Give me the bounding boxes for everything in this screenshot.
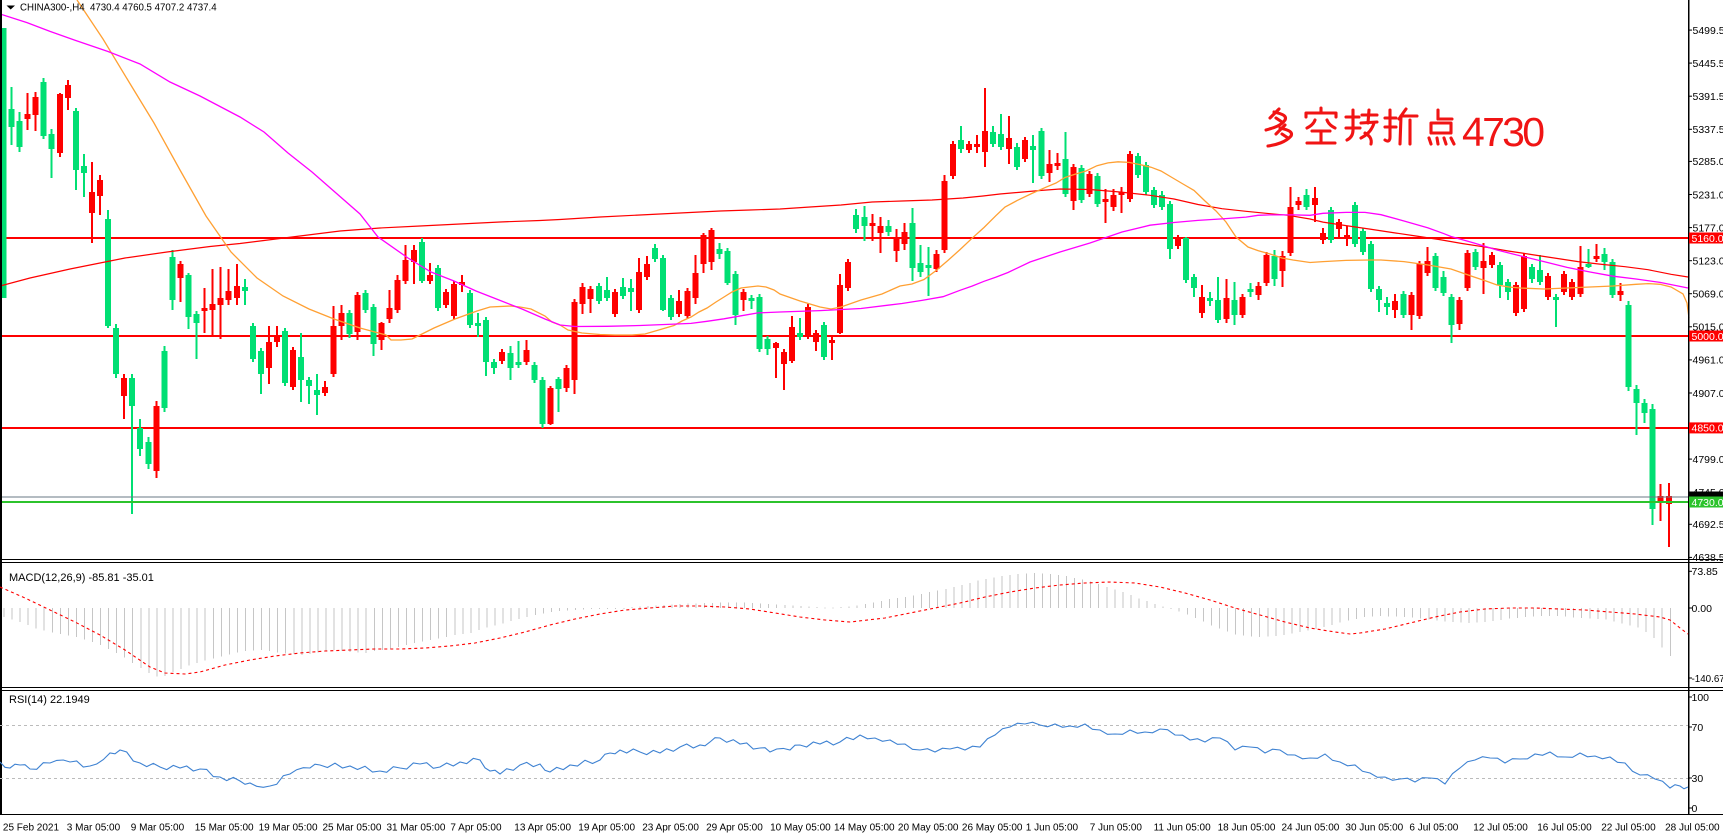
svg-text:28 Jul 05:00: 28 Jul 05:00 xyxy=(1665,823,1720,834)
svg-text:RSI(14) 22.1949: RSI(14) 22.1949 xyxy=(9,694,90,706)
svg-text:1 Jun 05:00: 1 Jun 05:00 xyxy=(1026,823,1079,834)
svg-text:18 Jun 05:00: 18 Jun 05:00 xyxy=(1218,823,1276,834)
svg-text:4692.5: 4692.5 xyxy=(1693,519,1723,531)
svg-text:5337.5: 5337.5 xyxy=(1693,124,1723,136)
svg-text:25 Feb 2021: 25 Feb 2021 xyxy=(3,823,60,834)
svg-text:7 Jun 05:00: 7 Jun 05:00 xyxy=(1090,823,1143,834)
svg-text:6 Jul 05:00: 6 Jul 05:00 xyxy=(1409,823,1458,834)
svg-text:12 Jul 05:00: 12 Jul 05:00 xyxy=(1473,823,1528,834)
svg-text:16 Jul 05:00: 16 Jul 05:00 xyxy=(1537,823,1592,834)
svg-text:31 Mar 05:00: 31 Mar 05:00 xyxy=(387,823,446,834)
svg-text:14 May 05:00: 14 May 05:00 xyxy=(834,823,895,834)
svg-text:0.00: 0.00 xyxy=(1692,603,1713,615)
svg-text:5177.0: 5177.0 xyxy=(1693,222,1723,234)
svg-text:5000.0: 5000.0 xyxy=(1692,331,1723,343)
svg-text:5231.0: 5231.0 xyxy=(1693,189,1723,201)
svg-text:5499.5: 5499.5 xyxy=(1693,25,1723,37)
svg-text:4907.0: 4907.0 xyxy=(1693,388,1723,400)
svg-text:7 Apr 05:00: 7 Apr 05:00 xyxy=(450,823,502,834)
svg-text:19 Mar 05:00: 19 Mar 05:00 xyxy=(259,823,318,834)
svg-text:100: 100 xyxy=(1692,692,1710,704)
svg-text:19 Apr 05:00: 19 Apr 05:00 xyxy=(578,823,635,834)
svg-text:4730: 4730 xyxy=(1462,109,1544,155)
svg-text:23 Apr 05:00: 23 Apr 05:00 xyxy=(642,823,699,834)
svg-text:MACD(12,26,9) -85.81 -35.01: MACD(12,26,9) -85.81 -35.01 xyxy=(9,572,154,584)
svg-text:9 Mar 05:00: 9 Mar 05:00 xyxy=(131,823,185,834)
svg-text:26 May 05:00: 26 May 05:00 xyxy=(962,823,1023,834)
svg-text:CHINA300-,H4 4730.4 4760.5 47: CHINA300-,H4 4730.4 4760.5 4707.2 4737.4 xyxy=(20,3,217,14)
svg-text:-140.67: -140.67 xyxy=(1692,674,1723,685)
svg-text:5123.0: 5123.0 xyxy=(1693,256,1723,268)
svg-text:4799.0: 4799.0 xyxy=(1693,454,1723,466)
svg-text:25 Mar 05:00: 25 Mar 05:00 xyxy=(323,823,382,834)
svg-text:22 Jul 05:00: 22 Jul 05:00 xyxy=(1601,823,1656,834)
svg-text:0: 0 xyxy=(1692,803,1698,815)
svg-text:30 Jun 05:00: 30 Jun 05:00 xyxy=(1345,823,1403,834)
svg-text:4850.0: 4850.0 xyxy=(1692,423,1723,435)
svg-text:5160.0: 5160.0 xyxy=(1692,233,1723,245)
svg-text:30: 30 xyxy=(1692,773,1704,785)
svg-text:13 Apr 05:00: 13 Apr 05:00 xyxy=(514,823,571,834)
svg-text:70: 70 xyxy=(1692,722,1704,734)
svg-text:5069.0: 5069.0 xyxy=(1693,289,1723,301)
svg-text:73.85: 73.85 xyxy=(1692,566,1718,578)
svg-text:24 Jun 05:00: 24 Jun 05:00 xyxy=(1282,823,1340,834)
svg-text:15 Mar 05:00: 15 Mar 05:00 xyxy=(195,823,254,834)
svg-text:5285.0: 5285.0 xyxy=(1693,156,1723,168)
svg-text:4638.5: 4638.5 xyxy=(1693,552,1723,564)
svg-text:4730.0: 4730.0 xyxy=(1692,497,1723,509)
svg-text:11 Jun 05:00: 11 Jun 05:00 xyxy=(1154,823,1212,834)
svg-text:5391.5: 5391.5 xyxy=(1693,91,1723,103)
svg-text:10 May 05:00: 10 May 05:00 xyxy=(770,823,831,834)
svg-text:5445.5: 5445.5 xyxy=(1693,58,1723,70)
svg-text:29 Apr 05:00: 29 Apr 05:00 xyxy=(706,823,763,834)
svg-text:3 Mar 05:00: 3 Mar 05:00 xyxy=(67,823,121,834)
svg-text:20 May 05:00: 20 May 05:00 xyxy=(898,823,959,834)
svg-text:4961.0: 4961.0 xyxy=(1693,355,1723,367)
